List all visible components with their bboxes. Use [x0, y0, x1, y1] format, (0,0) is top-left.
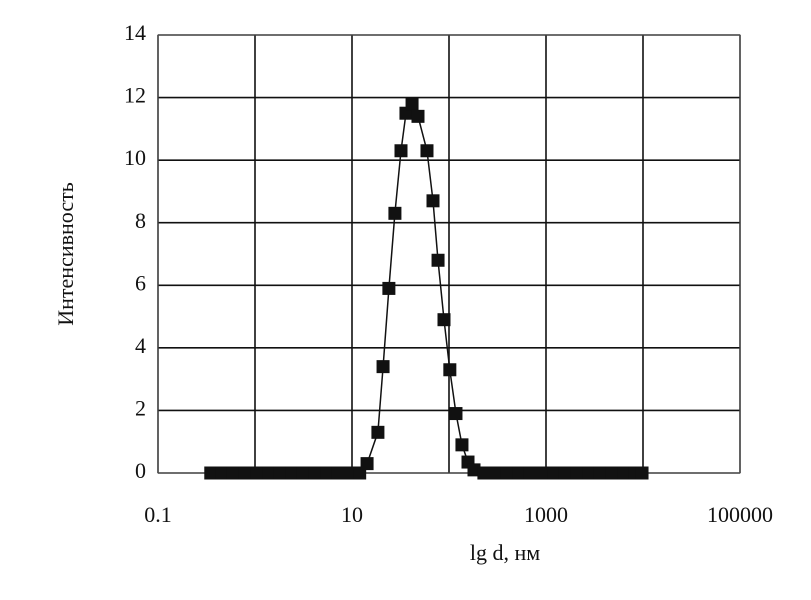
data-point [420, 144, 434, 158]
data-point [449, 407, 463, 421]
data-point [250, 466, 264, 480]
data-point [376, 360, 390, 374]
data-point [296, 466, 310, 480]
x-tick-label: 0.1 [144, 502, 172, 527]
y-tick-label: 8 [135, 208, 146, 233]
x-tick-label: 100000 [707, 502, 773, 527]
plot-frame [157, 34, 741, 474]
data-point [443, 363, 457, 377]
data-point [426, 194, 440, 208]
data-point [570, 466, 584, 480]
data-point [360, 457, 374, 471]
data-point [204, 466, 218, 480]
x-tick-label: 1000 [524, 502, 568, 527]
x-tick-label: 10 [341, 502, 363, 527]
data-point [523, 466, 537, 480]
data-point [547, 466, 561, 480]
data-point [388, 206, 402, 220]
data-point [617, 466, 631, 480]
x-axis-label: lg d, нм [470, 540, 540, 565]
data-point [226, 466, 240, 480]
data-point [308, 466, 322, 480]
data-line [210, 102, 642, 474]
data-point [605, 466, 619, 480]
data-point [593, 466, 607, 480]
data-point [489, 466, 503, 480]
data-point [238, 466, 252, 480]
y-tick-label: 2 [135, 395, 146, 420]
y-tick-label: 10 [124, 145, 146, 170]
data-point [635, 466, 649, 480]
y-axis-label: Интенсивность [53, 182, 78, 325]
y-tick-label: 6 [135, 270, 146, 295]
data-point [437, 313, 451, 327]
y-tick-label: 14 [124, 20, 146, 45]
y-tick-label: 4 [135, 333, 146, 358]
data-point [371, 425, 385, 439]
data-point [455, 438, 469, 452]
data-point [382, 281, 396, 295]
data-point [477, 466, 491, 480]
data-point [394, 144, 408, 158]
data-point [535, 466, 549, 480]
data-point [582, 466, 596, 480]
data-point [405, 97, 419, 111]
data-point [467, 463, 481, 477]
data-point [512, 466, 526, 480]
data-point [273, 466, 287, 480]
data-point [285, 466, 299, 480]
data-point [331, 466, 345, 480]
data-point [500, 466, 514, 480]
data-point [262, 466, 276, 480]
data-point [320, 466, 334, 480]
data-point [431, 253, 445, 267]
y-tick-label: 0 [135, 458, 146, 483]
data-point [558, 466, 572, 480]
data-point [411, 109, 425, 123]
y-tick-label: 12 [124, 83, 146, 108]
data-point [215, 466, 229, 480]
